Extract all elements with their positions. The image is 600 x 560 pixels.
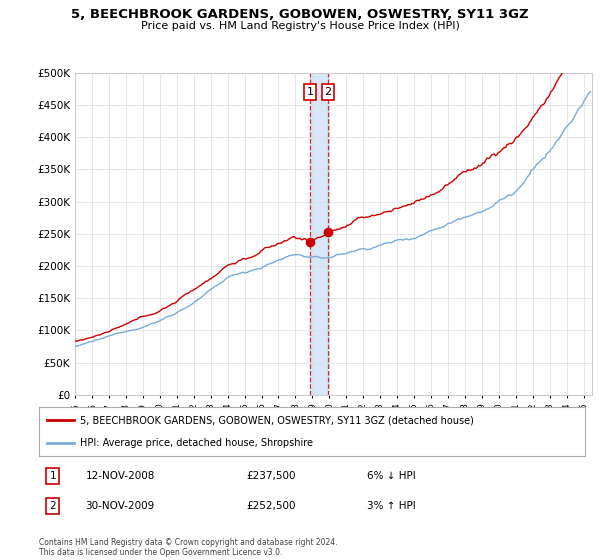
Bar bbox=[310, 73, 328, 395]
Text: Contains HM Land Registry data © Crown copyright and database right 2024.
This d: Contains HM Land Registry data © Crown c… bbox=[39, 538, 337, 557]
Text: 6% ↓ HPI: 6% ↓ HPI bbox=[367, 471, 415, 481]
Text: 2: 2 bbox=[325, 87, 332, 97]
Text: 3% ↑ HPI: 3% ↑ HPI bbox=[367, 501, 415, 511]
Text: 1: 1 bbox=[49, 471, 56, 481]
Text: HPI: Average price, detached house, Shropshire: HPI: Average price, detached house, Shro… bbox=[80, 438, 313, 448]
Text: £237,500: £237,500 bbox=[247, 471, 296, 481]
Text: 30-NOV-2009: 30-NOV-2009 bbox=[85, 501, 155, 511]
Text: £252,500: £252,500 bbox=[247, 501, 296, 511]
Text: 12-NOV-2008: 12-NOV-2008 bbox=[85, 471, 155, 481]
Text: Price paid vs. HM Land Registry's House Price Index (HPI): Price paid vs. HM Land Registry's House … bbox=[140, 21, 460, 31]
Text: 2: 2 bbox=[49, 501, 56, 511]
Text: 5, BEECHBROOK GARDENS, GOBOWEN, OSWESTRY, SY11 3GZ: 5, BEECHBROOK GARDENS, GOBOWEN, OSWESTRY… bbox=[71, 8, 529, 21]
Text: 5, BEECHBROOK GARDENS, GOBOWEN, OSWESTRY, SY11 3GZ (detached house): 5, BEECHBROOK GARDENS, GOBOWEN, OSWESTRY… bbox=[80, 416, 474, 426]
Text: 1: 1 bbox=[307, 87, 314, 97]
